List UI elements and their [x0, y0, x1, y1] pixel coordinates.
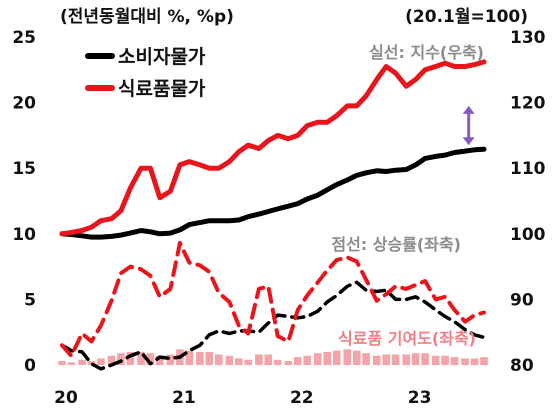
- right-tick-label: 80: [510, 356, 534, 376]
- contribution-bar: [273, 359, 282, 365]
- right-axis-unit: (20.1월=100): [405, 7, 528, 27]
- contribution-bar: [450, 357, 459, 365]
- legend-label-cpi: 소비자물가: [118, 46, 206, 68]
- series-lines: [59, 59, 487, 371]
- contribution-bar: [431, 355, 440, 365]
- contribution-bar: [421, 353, 429, 365]
- food-index-line: [59, 59, 487, 237]
- contribution-bar: [314, 353, 322, 365]
- x-tick-label: 23: [408, 388, 432, 408]
- contribution-bar: [58, 361, 66, 365]
- contribution-bar: [196, 351, 204, 365]
- contribution-bar: [87, 361, 96, 365]
- right-axis-ticks: 80 90 100 110 120 130: [510, 28, 546, 376]
- x-tick-label: 21: [172, 388, 196, 408]
- contribution-bar: [185, 350, 194, 365]
- contribution-bar: [244, 359, 252, 365]
- contribution-bar: [362, 353, 370, 365]
- legend: 소비자물가 식료품물가: [85, 46, 206, 100]
- contribution-bar: [332, 350, 341, 365]
- left-axis-unit: (전년동월대비 %, %p): [60, 7, 234, 27]
- contribution-bar: [391, 354, 400, 365]
- left-tick-label: 25: [12, 28, 36, 48]
- contribution-bar: [67, 362, 76, 365]
- left-tick-label: 0: [24, 356, 36, 376]
- contribution-bar: [284, 361, 293, 365]
- bar-note: 식료품 기여도(좌축): [338, 329, 476, 348]
- contribution-bar: [215, 354, 223, 365]
- right-tick-label: 90: [510, 290, 534, 310]
- contribution-bar: [402, 354, 410, 365]
- contribution-bar: [235, 358, 243, 365]
- cpi-index-line: [59, 146, 487, 240]
- contribution-bar: [146, 353, 155, 365]
- contribution-bar: [470, 358, 479, 365]
- food-rate-line: [60, 241, 486, 358]
- contribution-bar: [205, 351, 214, 365]
- contribution-bar: [480, 357, 488, 365]
- contribution-bar: [352, 350, 361, 365]
- right-tick-label: 110: [510, 159, 546, 179]
- contribution-bar: [166, 354, 175, 365]
- cpi-rate-line: [60, 280, 486, 371]
- contribution-bar: [294, 357, 302, 365]
- dashed-line-note: 점선: 상승률(좌축): [331, 235, 461, 254]
- contribution-bar: [78, 359, 86, 365]
- contribution-bar: [343, 349, 352, 365]
- contribution-bar: [97, 358, 105, 365]
- left-tick-label: 20: [12, 94, 36, 114]
- gap-arrow: [462, 105, 475, 146]
- left-tick-label: 5: [24, 290, 36, 310]
- contribution-bar: [264, 354, 273, 365]
- contribution-bar: [382, 354, 390, 365]
- x-tick-label: 20: [54, 388, 78, 408]
- left-tick-label: 10: [12, 225, 36, 245]
- contribution-bar: [372, 355, 381, 365]
- contribution-bar: [441, 355, 449, 365]
- contribution-bar: [156, 355, 164, 365]
- right-tick-label: 120: [510, 94, 546, 114]
- legend-label-food: 식료품물가: [118, 78, 206, 100]
- contribution-bar: [255, 354, 263, 365]
- contribution-bars: [58, 349, 488, 365]
- right-tick-label: 100: [510, 225, 546, 245]
- contribution-bar: [225, 355, 234, 365]
- contribution-bar: [137, 351, 145, 365]
- contribution-bar: [126, 351, 135, 365]
- contribution-bar: [461, 358, 469, 365]
- contribution-bar: [303, 355, 311, 365]
- x-axis-ticks: 20 21 22 23: [54, 388, 431, 408]
- gap-arrow-head-down: [462, 137, 475, 146]
- left-axis-ticks: 0 5 10 15 20 25: [12, 28, 36, 376]
- contribution-bar: [117, 353, 125, 365]
- contribution-bar: [107, 355, 116, 365]
- solid-line-note: 실선: 지수(우축): [369, 43, 484, 62]
- contribution-bar: [323, 351, 331, 365]
- x-tick-label: 22: [290, 388, 314, 408]
- right-tick-label: 130: [510, 28, 546, 48]
- gap-arrow-head-up: [462, 105, 475, 114]
- contribution-bar: [411, 353, 420, 365]
- left-tick-label: 15: [12, 159, 36, 179]
